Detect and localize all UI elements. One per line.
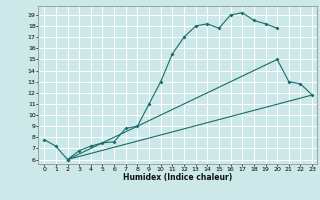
X-axis label: Humidex (Indice chaleur): Humidex (Indice chaleur) [123, 173, 232, 182]
